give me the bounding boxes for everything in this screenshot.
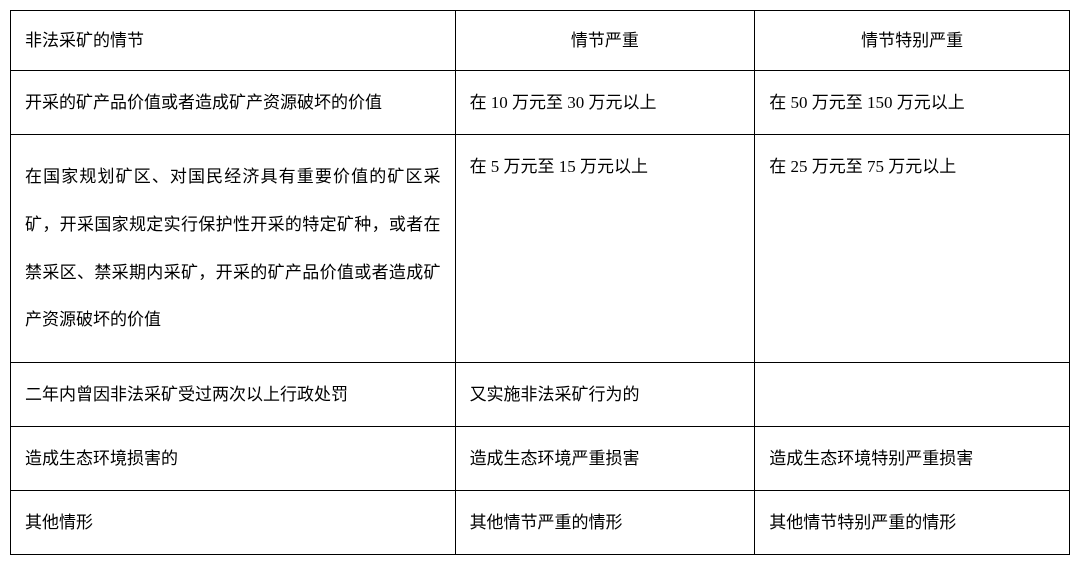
cell-r1c3: 在 50 万元至 150 万元以上: [755, 71, 1070, 135]
header-col1: 非法采矿的情节: [11, 11, 456, 71]
cell-r1c1: 开采的矿产品价值或者造成矿产资源破坏的价值: [11, 71, 456, 135]
cell-r4c2: 造成生态环境严重损害: [455, 426, 755, 490]
table-header-row: 非法采矿的情节 情节严重 情节特别严重: [11, 11, 1070, 71]
cell-r3c2: 又实施非法采矿行为的: [455, 362, 755, 426]
cell-r5c2: 其他情节严重的情形: [455, 491, 755, 555]
cell-r2c1: 在国家规划矿区、对国民经济具有重要价值的矿区采矿，开采国家规定实行保护性开采的特…: [11, 135, 456, 362]
cell-r3c1: 二年内曾因非法采矿受过两次以上行政处罚: [11, 362, 456, 426]
cell-r3c3: [755, 362, 1070, 426]
table-row: 造成生态环境损害的 造成生态环境严重损害 造成生态环境特别严重损害: [11, 426, 1070, 490]
cell-r2c2: 在 5 万元至 15 万元以上: [455, 135, 755, 362]
cell-r5c3: 其他情节特别严重的情形: [755, 491, 1070, 555]
illegal-mining-table: 非法采矿的情节 情节严重 情节特别严重 开采的矿产品价值或者造成矿产资源破坏的价…: [10, 10, 1070, 555]
header-col2: 情节严重: [455, 11, 755, 71]
table-row: 在国家规划矿区、对国民经济具有重要价值的矿区采矿，开采国家规定实行保护性开采的特…: [11, 135, 1070, 362]
header-col3: 情节特别严重: [755, 11, 1070, 71]
table-row: 其他情形 其他情节严重的情形 其他情节特别严重的情形: [11, 491, 1070, 555]
table-row: 二年内曾因非法采矿受过两次以上行政处罚 又实施非法采矿行为的: [11, 362, 1070, 426]
cell-r1c2: 在 10 万元至 30 万元以上: [455, 71, 755, 135]
cell-r4c3: 造成生态环境特别严重损害: [755, 426, 1070, 490]
cell-r5c1: 其他情形: [11, 491, 456, 555]
cell-r4c1: 造成生态环境损害的: [11, 426, 456, 490]
cell-r2c3: 在 25 万元至 75 万元以上: [755, 135, 1070, 362]
table-row: 开采的矿产品价值或者造成矿产资源破坏的价值 在 10 万元至 30 万元以上 在…: [11, 71, 1070, 135]
